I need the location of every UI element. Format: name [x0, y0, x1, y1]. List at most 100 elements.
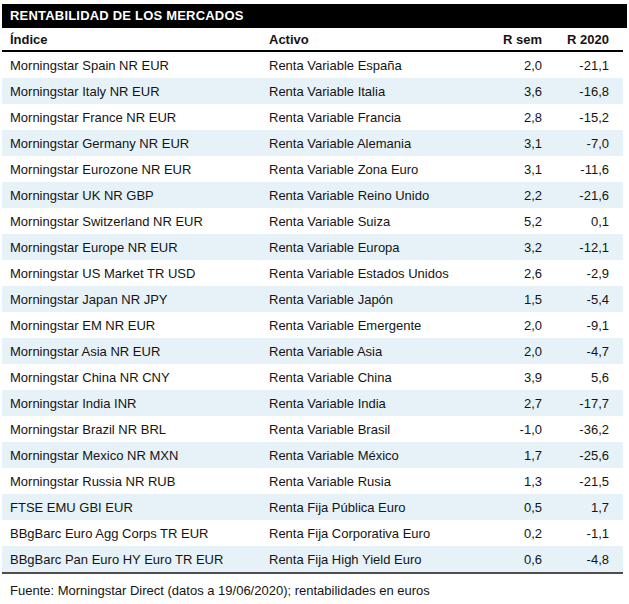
cell-activo: Renta Variable España [269, 51, 486, 78]
cell-indice: Morningstar Asia NR EUR [2, 338, 269, 364]
cell-r-2020: -11,6 [542, 156, 623, 182]
cell-r-2020: -16,8 [542, 78, 623, 104]
table-row: Morningstar Eurozone NR EUR Renta Variab… [2, 156, 623, 182]
table-row: Morningstar Asia NR EUR Renta Variable A… [2, 338, 623, 364]
cell-indice: Morningstar UK NR GBP [2, 182, 269, 208]
table-row: Morningstar Brazil NR BRL Renta Variable… [2, 416, 623, 442]
cell-r-2020: -2,9 [542, 260, 623, 286]
cell-r-2020: 5,6 [542, 364, 623, 390]
cell-activo: Renta Variable México [269, 442, 486, 468]
cell-activo: Renta Variable Francia [269, 104, 486, 130]
cell-r-sem: 3,1 [486, 156, 542, 182]
cell-activo: Renta Variable Reino Unido [269, 182, 486, 208]
cell-activo: Renta Variable Rusia [269, 468, 486, 494]
table-row: Morningstar Spain NR EUR Renta Variable … [2, 51, 623, 78]
cell-r-sem: 2,0 [486, 312, 542, 338]
cell-indice: Morningstar Spain NR EUR [2, 51, 269, 78]
cell-activo: Renta Variable Alemania [269, 130, 486, 156]
cell-activo: Renta Variable India [269, 390, 486, 416]
col-header-activo: Activo [269, 28, 486, 51]
cell-indice: Morningstar Japan NR JPY [2, 286, 269, 312]
cell-r-sem: 1,5 [486, 286, 542, 312]
cell-indice: Morningstar China NR CNY [2, 364, 269, 390]
title-bar: RENTABILIDAD DE LOS MERCADOS [2, 4, 627, 28]
table-row: Morningstar Japan NR JPY Renta Variable … [2, 286, 623, 312]
cell-activo: Renta Variable Estados Unidos [269, 260, 486, 286]
cell-indice: Morningstar US Market TR USD [2, 260, 269, 286]
cell-activo: Renta Variable Emergente [269, 312, 486, 338]
cell-r-2020: -36,2 [542, 416, 623, 442]
cell-r-2020: -17,7 [542, 390, 623, 416]
table-header: Índice Activo R sem R 2020 [2, 28, 623, 51]
cell-indice: Morningstar Mexico NR MXN [2, 442, 269, 468]
table-row: Morningstar UK NR GBP Renta Variable Rei… [2, 182, 623, 208]
cell-r-sem: 0,6 [486, 546, 542, 573]
cell-activo: Renta Fija High Yield Euro [269, 546, 486, 573]
cell-indice: Morningstar France NR EUR [2, 104, 269, 130]
cell-r-sem: 3,9 [486, 364, 542, 390]
cell-indice: Morningstar Russia NR RUB [2, 468, 269, 494]
cell-r-sem: -1,0 [486, 416, 542, 442]
cell-r-sem: 3,2 [486, 234, 542, 260]
cell-r-2020: -9,1 [542, 312, 623, 338]
table-row: Morningstar Germany NR EUR Renta Variabl… [2, 130, 623, 156]
cell-indice: Morningstar EM NR EUR [2, 312, 269, 338]
table-row: Morningstar India INR Renta Variable Ind… [2, 390, 623, 416]
table-row: Morningstar US Market TR USD Renta Varia… [2, 260, 623, 286]
cell-r-2020: -1,1 [542, 520, 623, 546]
table-row: Morningstar China NR CNY Renta Variable … [2, 364, 623, 390]
table-row: Morningstar France NR EUR Renta Variable… [2, 104, 623, 130]
cell-r-2020: 0,1 [542, 208, 623, 234]
cell-r-sem: 2,8 [486, 104, 542, 130]
header-row: Índice Activo R sem R 2020 [2, 28, 623, 51]
cell-r-sem: 5,2 [486, 208, 542, 234]
cell-r-sem: 2,0 [486, 51, 542, 78]
cell-indice: Morningstar India INR [2, 390, 269, 416]
cell-r-2020: -21,5 [542, 468, 623, 494]
cell-r-sem: 0,5 [486, 494, 542, 520]
col-header-r-2020: R 2020 [542, 28, 623, 51]
cell-indice: Morningstar Switzerland NR EUR [2, 208, 269, 234]
cell-r-2020: 1,7 [542, 494, 623, 520]
cell-activo: Renta Variable China [269, 364, 486, 390]
cell-indice: Morningstar Germany NR EUR [2, 130, 269, 156]
cell-activo: Renta Variable Italia [269, 78, 486, 104]
cell-activo: Renta Variable Zona Euro [269, 156, 486, 182]
cell-r-2020: -21,6 [542, 182, 623, 208]
table-row: BBgBarc Euro Agg Corps TR EUR Renta Fija… [2, 520, 623, 546]
cell-activo: Renta Fija Pública Euro [269, 494, 486, 520]
cell-activo: Renta Variable Suiza [269, 208, 486, 234]
cell-r-2020: -12,1 [542, 234, 623, 260]
cell-activo: Renta Fija Corporativa Euro [269, 520, 486, 546]
table-row: Morningstar Russia NR RUB Renta Variable… [2, 468, 623, 494]
cell-r-sem: 2,2 [486, 182, 542, 208]
cell-r-2020: -21,1 [542, 51, 623, 78]
cell-r-2020: -4,7 [542, 338, 623, 364]
cell-indice: BBgBarc Euro Agg Corps TR EUR [2, 520, 269, 546]
col-header-indice: Índice [2, 28, 269, 51]
cell-r-2020: -25,6 [542, 442, 623, 468]
cell-r-sem: 2,7 [486, 390, 542, 416]
table-row: Morningstar Mexico NR MXN Renta Variable… [2, 442, 623, 468]
table-row: Morningstar EM NR EUR Renta Variable Eme… [2, 312, 623, 338]
cell-activo: Renta Variable Brasil [269, 416, 486, 442]
table-row: FTSE EMU GBI EUR Renta Fija Pública Euro… [2, 494, 623, 520]
source-note: Fuente: Morningstar Direct (datos a 19/0… [10, 583, 629, 598]
cell-activo: Renta Variable Japón [269, 286, 486, 312]
page-title: RENTABILIDAD DE LOS MERCADOS [10, 8, 244, 23]
col-header-r-sem: R sem [486, 28, 542, 51]
cell-r-2020: -4,8 [542, 546, 623, 573]
cell-r-2020: -7,0 [542, 130, 623, 156]
markets-table: Índice Activo R sem R 2020 Morningstar S… [2, 28, 623, 574]
cell-activo: Renta Variable Europa [269, 234, 486, 260]
cell-indice: FTSE EMU GBI EUR [2, 494, 269, 520]
cell-indice: Morningstar Italy NR EUR [2, 78, 269, 104]
cell-indice: Morningstar Brazil NR BRL [2, 416, 269, 442]
cell-r-sem: 1,3 [486, 468, 542, 494]
cell-indice: Morningstar Europe NR EUR [2, 234, 269, 260]
cell-indice: BBgBarc Pan Euro HY Euro TR EUR [2, 546, 269, 573]
table-body: Morningstar Spain NR EUR Renta Variable … [2, 51, 623, 573]
cell-r-sem: 2,0 [486, 338, 542, 364]
cell-indice: Morningstar Eurozone NR EUR [2, 156, 269, 182]
cell-r-sem: 1,7 [486, 442, 542, 468]
